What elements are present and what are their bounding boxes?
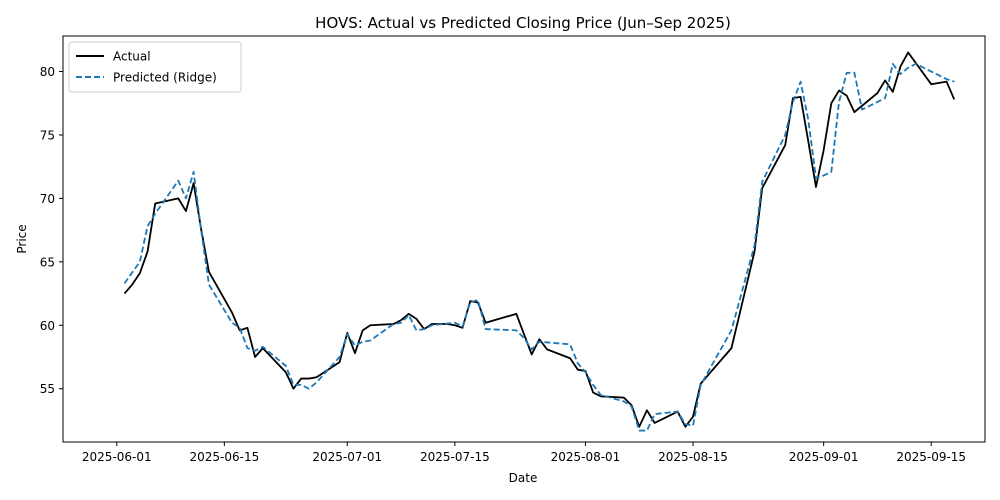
x-tick-label: 2025-09-01	[789, 450, 859, 464]
x-tick-label: 2025-07-15	[420, 450, 490, 464]
series-line-predicted	[123, 63, 955, 432]
series-line-actual	[123, 51, 956, 428]
y-tick-label: 70	[40, 192, 55, 206]
axes-frame	[62, 35, 986, 443]
y-tick-label: 65	[40, 255, 55, 269]
x-axis-label: Date	[509, 471, 538, 485]
y-tick-label: 60	[40, 319, 55, 333]
x-tick-label: 2025-08-15	[658, 450, 728, 464]
legend: Actual Predicted (Ridge)	[68, 41, 242, 93]
x-tick-label: 2025-07-01	[312, 450, 382, 464]
legend-box	[68, 41, 242, 93]
y-tick-label: 75	[40, 128, 55, 142]
y-tick-label: 80	[40, 65, 55, 79]
x-tick-label: 2025-09-15	[896, 450, 966, 464]
x-tick-label: 2025-06-15	[189, 450, 259, 464]
x-tick-label: 2025-08-01	[551, 450, 621, 464]
x-axis: 2025-06-01 2025-06-15 2025-07-01 2025-07-15…	[82, 442, 966, 464]
y-axis-label: Price	[15, 224, 29, 253]
y-axis: 55 60 65 70 75 80	[40, 65, 63, 396]
chart-title: HOVS: Actual vs Predicted Closing Price …	[315, 14, 731, 32]
y-tick-label: 55	[40, 382, 55, 396]
plot-lines	[123, 51, 956, 432]
legend-predicted-label: Predicted (Ridge)	[113, 71, 217, 85]
x-tick-label: 2025-06-01	[82, 450, 152, 464]
legend-actual-label: Actual	[113, 50, 151, 64]
